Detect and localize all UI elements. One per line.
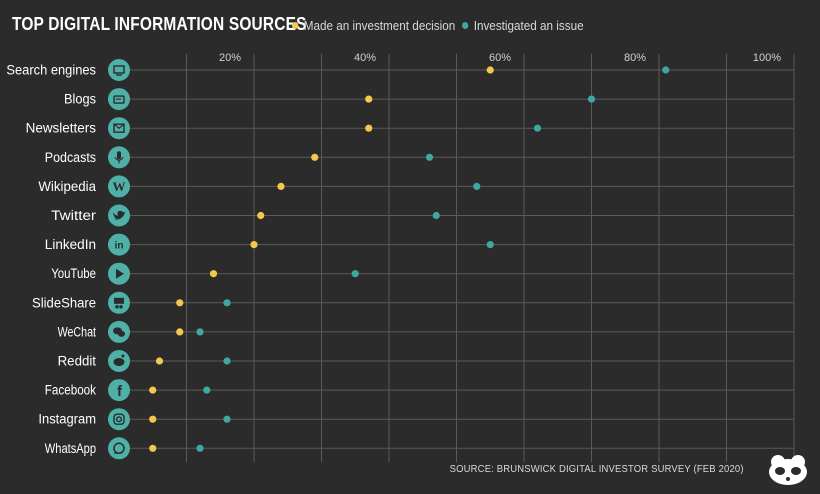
legend-item-investment: Made an investment decision (292, 18, 455, 33)
category-label: YouTube (51, 266, 96, 281)
investigated-issue-point (223, 357, 231, 365)
investigated-issue-point (196, 444, 204, 452)
glyph (116, 416, 122, 423)
investigated-issue-point (196, 328, 204, 336)
glyph (119, 305, 123, 309)
glyph (114, 297, 124, 304)
x-tick-label: 40% (354, 52, 376, 64)
investment-decision-point (257, 211, 265, 220)
glyph: f (117, 383, 123, 400)
instagram-icon (108, 408, 130, 431)
category-label: LinkedIn (45, 237, 96, 252)
microphone-icon (108, 146, 130, 169)
investigated-issue-point (587, 95, 596, 103)
monitor-icon (108, 59, 130, 81)
legend-issue-label: Investigated an issue (473, 18, 584, 33)
whatsapp-icon (108, 437, 130, 460)
glyph (113, 413, 125, 425)
investigated-issue-point (486, 241, 494, 249)
investigated-issue-point (425, 153, 434, 161)
blog-icon (108, 88, 130, 111)
x-tick-label: 60% (489, 52, 511, 64)
legend-item-issue: Investigated an issue (462, 18, 584, 33)
investment-decision-point (365, 124, 373, 132)
glyph (121, 354, 125, 358)
investment-decision-point (365, 95, 373, 103)
category-label: WeChat (58, 324, 97, 339)
category-label: Newsletters (26, 121, 97, 136)
glyph: W (113, 179, 126, 194)
investment-decision-point (176, 299, 184, 307)
slideshare-icon (108, 291, 130, 314)
glyph (117, 151, 121, 160)
glyph (113, 123, 125, 129)
reddit-icon (108, 350, 130, 372)
category-label: Podcasts (45, 150, 96, 165)
investigated-issue-point (473, 182, 481, 190)
source-note: SOURCE: BRUNSWICK DIGITAL INVESTOR SURVE… (450, 463, 744, 475)
glyph (113, 95, 125, 104)
glyph (113, 442, 125, 455)
investigated-issue-point (662, 66, 670, 74)
category-label: Blogs (64, 92, 96, 107)
category-label: Instagram (38, 412, 96, 427)
glyph (116, 268, 124, 279)
legend-investment-label: Made an investment decision (303, 18, 456, 33)
investment-decision-point (149, 444, 157, 452)
glyph (113, 123, 125, 133)
investment-decision-point (277, 182, 285, 190)
investment-decision-point (311, 153, 319, 161)
glyph (113, 358, 125, 366)
icon-badge (108, 59, 130, 81)
legend-issue-marker (462, 22, 469, 29)
icon-badge (108, 437, 130, 460)
investigated-issue-point (203, 386, 211, 394)
icon-badge (108, 408, 130, 431)
investment-decision-point (149, 415, 157, 423)
investigated-issue-point (533, 124, 542, 132)
category-label: Reddit (58, 354, 97, 369)
glyph (114, 451, 117, 455)
glyph (113, 210, 125, 220)
category-label: SlideShare (32, 295, 96, 310)
category-label: Twitter (51, 208, 96, 223)
icon-badge (108, 379, 130, 402)
investment-decision-point (155, 357, 164, 365)
wikipedia-icon: W (108, 175, 130, 198)
icon-badge (108, 175, 130, 198)
investigated-issue-point (223, 299, 231, 307)
glyph (113, 65, 125, 74)
category-label: Search engines (6, 63, 96, 78)
linkedin-icon: in (108, 233, 130, 256)
investment-decision-point (486, 66, 494, 74)
investment-decision-point (250, 241, 258, 249)
wechat-icon (108, 320, 130, 343)
facebook-icon: f (108, 379, 130, 402)
legend-investment-marker (292, 22, 299, 29)
category-label: Wikipedia (38, 179, 96, 194)
icon-badge (108, 233, 130, 256)
investment-decision-point (176, 328, 184, 336)
investigated-issue-point (432, 211, 440, 220)
glyph: in (115, 241, 124, 252)
newsletter-icon (108, 117, 130, 140)
twitter-icon (108, 204, 130, 227)
glyph (114, 156, 124, 164)
investigated-issue-point (351, 270, 359, 278)
investment-decision-point (149, 386, 157, 394)
investment-decision-point (209, 270, 218, 278)
category-label: WhatsApp (45, 441, 96, 456)
glyph (115, 305, 119, 309)
x-tick-label: 20% (219, 52, 241, 64)
youtube-icon (108, 262, 130, 285)
investigated-issue-point (223, 415, 231, 423)
glyph (118, 330, 125, 337)
brand-logo-icon (769, 455, 807, 485)
x-tick-label: 80% (624, 52, 646, 64)
chart-title: TOP DIGITAL INFORMATION SOURCES (12, 14, 307, 34)
x-tick-label: 100% (753, 52, 781, 64)
category-label: Facebook (45, 383, 96, 398)
